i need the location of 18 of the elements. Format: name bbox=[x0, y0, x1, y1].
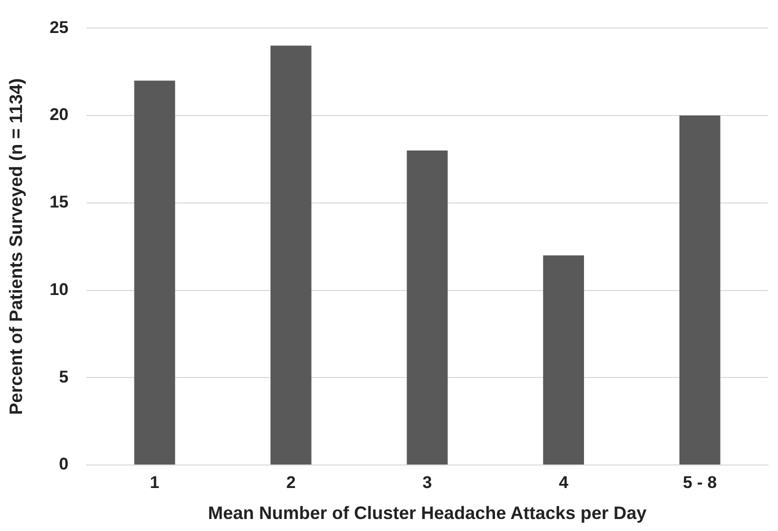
x-tick-label: 5 - 8 bbox=[682, 472, 717, 492]
x-tick-label: 1 bbox=[150, 472, 160, 492]
bar bbox=[406, 150, 448, 464]
bar bbox=[270, 46, 312, 464]
y-axis-title: Percent of Patients Surveyed (n = 1134) bbox=[6, 78, 26, 415]
y-tick-label: 15 bbox=[50, 192, 69, 212]
x-tick-label: 2 bbox=[286, 472, 296, 492]
x-tick-label: 3 bbox=[422, 472, 432, 492]
y-tick-label: 0 bbox=[59, 454, 69, 474]
y-tick-label: 20 bbox=[50, 105, 69, 124]
bar bbox=[543, 255, 584, 464]
bar bbox=[679, 116, 720, 464]
y-tick-label: 25 bbox=[50, 18, 69, 37]
x-tick-label: 4 bbox=[558, 472, 569, 492]
bar bbox=[134, 80, 176, 464]
y-tick-label: 10 bbox=[50, 280, 69, 299]
y-tick-label: 5 bbox=[59, 367, 69, 386]
x-axis-title: Mean Number of Cluster Headache Attacks per Day bbox=[208, 503, 646, 524]
